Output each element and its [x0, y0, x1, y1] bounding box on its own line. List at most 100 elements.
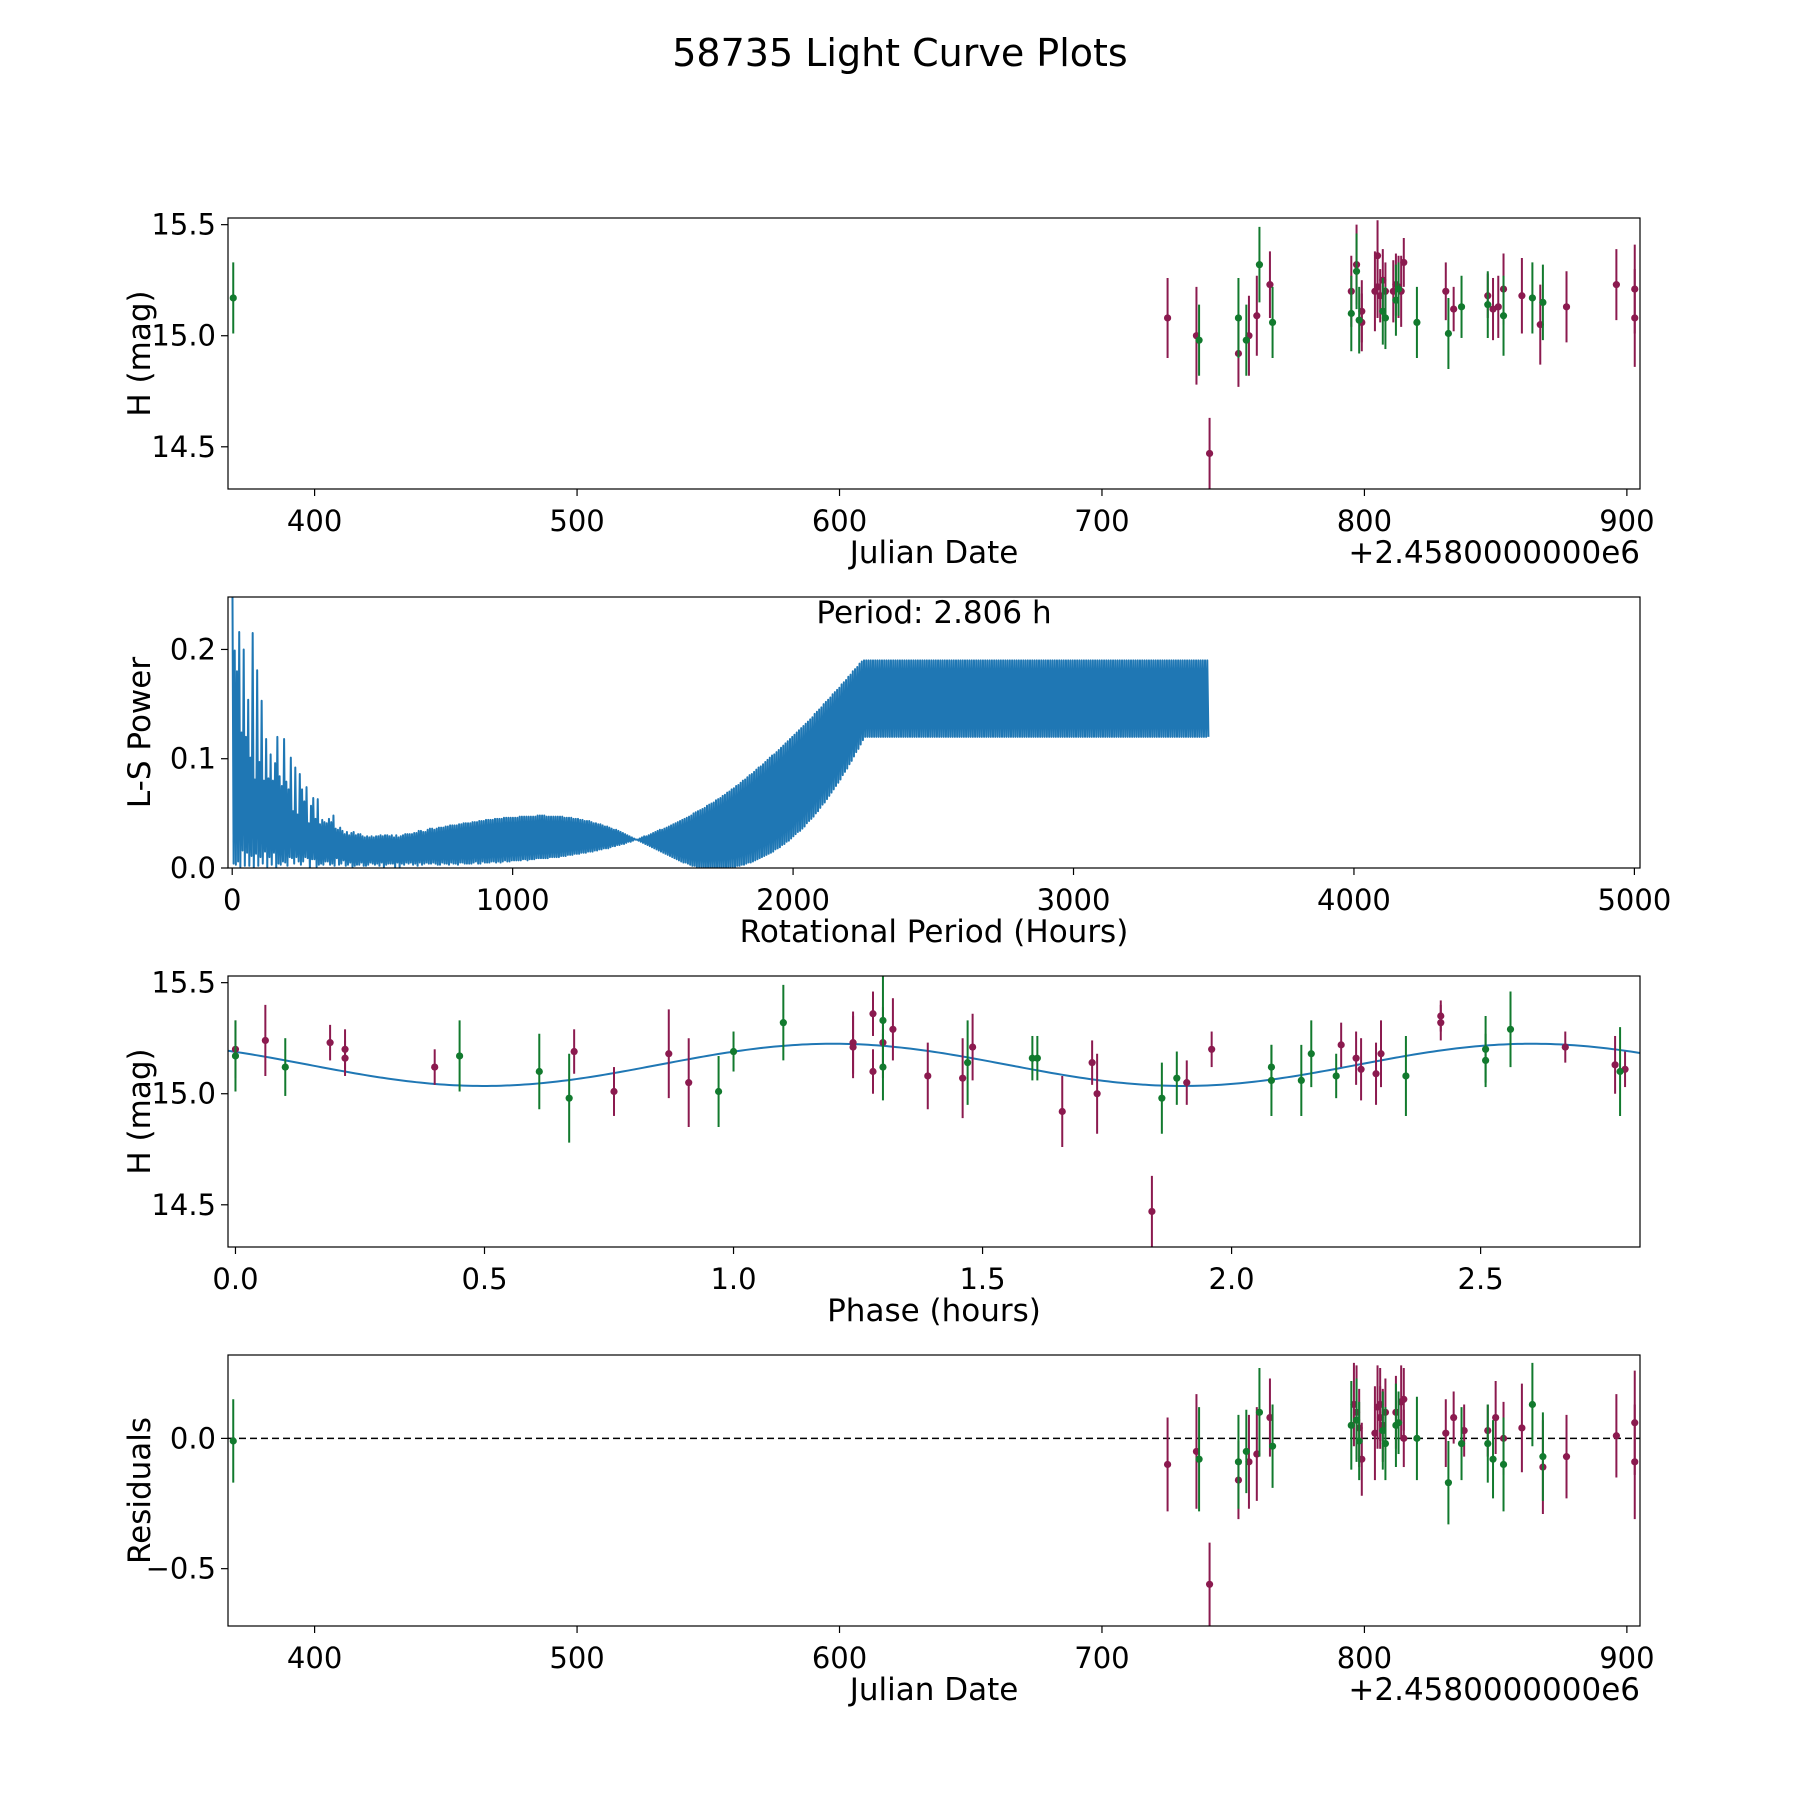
figure-title: 58735 Light Curve Plots	[672, 31, 1127, 75]
data-point	[229, 294, 237, 302]
data-point	[1400, 258, 1408, 267]
x-tick-label: 500	[549, 504, 604, 538]
tick-group: 400 500 600 700 800 900 −0.5 0.0	[146, 1421, 1655, 1675]
y-axis-label: Residuals	[122, 1417, 158, 1564]
series-green	[229, 226, 1547, 376]
data-point	[1255, 261, 1264, 269]
y-tick-label: 15.5	[151, 208, 216, 242]
data-point	[1444, 329, 1453, 338]
data-point	[1442, 287, 1450, 295]
x-axis-label: Julian Date	[848, 1672, 1019, 1708]
data-point	[1158, 1094, 1166, 1102]
data-point	[1484, 1439, 1492, 1448]
data-point	[1307, 1050, 1315, 1058]
x-tick-label: 2.5	[1458, 1262, 1504, 1296]
x-tick-label: 800	[1337, 1641, 1392, 1675]
tick-group: 400 500 600 700 800 900 14.5 15.0 15.5	[151, 208, 1654, 538]
data-point	[1195, 1455, 1203, 1463]
data-point	[1234, 314, 1243, 322]
data-point	[879, 1063, 887, 1071]
data-point	[1355, 1437, 1363, 1445]
data-point	[924, 1072, 932, 1080]
series-green	[229, 1362, 1547, 1525]
tick-group: 0 1000 2000 3000 4000 5000 0.0 0.1 0.2	[170, 632, 1671, 917]
x-tick-label: 1000	[476, 883, 550, 917]
x-offset-label: +2.4580000000e6	[1348, 1672, 1640, 1708]
period-annotation: Period: 2.806 h	[816, 595, 1051, 631]
data-point	[1337, 1041, 1345, 1049]
data-point	[1528, 294, 1536, 302]
x-tick-label: 5000	[1597, 883, 1671, 917]
data-point	[1242, 336, 1250, 344]
data-point	[1381, 314, 1390, 322]
x-axis-label: Julian Date	[848, 535, 1019, 571]
data-point	[1528, 1400, 1536, 1409]
data-point	[1561, 1043, 1569, 1051]
x-tick-label: 2000	[756, 883, 830, 917]
data-point	[231, 1052, 240, 1060]
data-point	[341, 1054, 349, 1062]
data-point	[665, 1050, 673, 1058]
data-point	[1093, 1090, 1101, 1098]
data-point	[610, 1087, 618, 1096]
x-tick-label: 800	[1337, 504, 1392, 538]
data-point	[1297, 1076, 1305, 1085]
x-tick-label: 900	[1599, 504, 1654, 538]
data-point	[1631, 314, 1639, 322]
y-tick-label: 0.0	[170, 851, 216, 885]
data-point	[1413, 1434, 1421, 1442]
y-tick-label: 14.5	[151, 430, 216, 464]
data-point	[1562, 303, 1571, 311]
data-point	[869, 1067, 877, 1076]
series-purple	[1163, 220, 1639, 489]
data-point	[1612, 281, 1620, 289]
data-point	[1266, 281, 1274, 289]
data-point	[1332, 1072, 1340, 1080]
data-point	[1450, 305, 1458, 313]
data-point	[1437, 1012, 1445, 1020]
x-tick-label: 0	[223, 883, 241, 917]
x-tick-label: 1.0	[710, 1262, 756, 1296]
data-point	[1352, 1054, 1360, 1062]
data-point	[565, 1094, 573, 1102]
y-tick-label: 0.0	[170, 1421, 216, 1455]
data-point	[714, 1087, 723, 1096]
x-tick-label: 500	[549, 1641, 604, 1675]
data-point	[1058, 1107, 1066, 1116]
data-point	[968, 1043, 977, 1051]
data-point	[1442, 1429, 1450, 1437]
data-point	[1253, 312, 1261, 320]
data-point	[1268, 318, 1277, 327]
data-point	[431, 1063, 439, 1071]
y-axis-label: H (mag)	[122, 290, 158, 416]
plot-frame	[227, 975, 1641, 1248]
data-point	[1489, 1455, 1497, 1463]
data-point	[1457, 1439, 1466, 1448]
data-point	[869, 1010, 877, 1018]
data-point	[281, 1063, 289, 1071]
data-point	[879, 1016, 887, 1025]
data-point	[1492, 1413, 1500, 1422]
data-point	[1499, 1460, 1508, 1469]
data-point	[1402, 1072, 1410, 1080]
data-point	[1148, 1207, 1156, 1216]
data-point	[1208, 1045, 1216, 1053]
data-point	[1612, 1432, 1620, 1440]
data-point	[1195, 336, 1203, 344]
data-layer	[229, 220, 1639, 489]
data-point	[1506, 1025, 1515, 1033]
data-point	[535, 1067, 543, 1076]
plot-frame	[227, 217, 1641, 490]
data-point	[1173, 1074, 1181, 1082]
data-point	[1352, 267, 1361, 275]
data-point	[1255, 1408, 1264, 1416]
panel-phased-light-curve: 0.0 0.5 1.0 1.5 2.0 2.5 14.5 15.0 15.5 Phase (hou…	[122, 966, 1641, 1329]
data-point	[1347, 309, 1355, 318]
x-tick-label: 1.5	[959, 1262, 1005, 1296]
data-point	[1562, 1453, 1571, 1461]
data-point	[729, 1047, 738, 1056]
data-point	[1381, 1439, 1390, 1448]
x-axis-label: Rotational Period (Hours)	[740, 914, 1129, 950]
y-tick-label: 15.0	[151, 319, 216, 353]
data-point	[1205, 449, 1214, 458]
